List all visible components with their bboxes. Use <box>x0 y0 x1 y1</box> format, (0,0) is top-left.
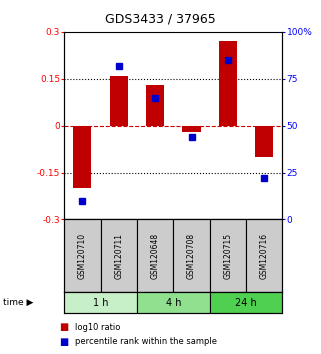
Text: ■: ■ <box>60 337 69 347</box>
Text: GSM120711: GSM120711 <box>114 233 123 279</box>
Bar <box>210 219 246 292</box>
Bar <box>73 126 91 188</box>
Bar <box>110 76 128 126</box>
Bar <box>173 219 210 292</box>
Text: 1 h: 1 h <box>93 298 108 308</box>
Bar <box>137 292 210 313</box>
Bar <box>64 292 137 313</box>
Text: 24 h: 24 h <box>235 298 257 308</box>
Text: log10 ratio: log10 ratio <box>75 323 121 332</box>
Bar <box>146 85 164 126</box>
Bar <box>210 292 282 313</box>
Bar <box>219 41 237 126</box>
Text: GSM120715: GSM120715 <box>223 233 232 279</box>
Text: GSM120648: GSM120648 <box>151 233 160 279</box>
Bar <box>137 219 173 292</box>
Text: GSM120708: GSM120708 <box>187 233 196 279</box>
Bar <box>100 219 137 292</box>
Bar <box>246 219 282 292</box>
Text: GSM120710: GSM120710 <box>78 233 87 279</box>
Text: time ▶: time ▶ <box>3 298 34 307</box>
Bar <box>255 126 273 157</box>
Text: GSM120716: GSM120716 <box>260 233 269 279</box>
Text: GDS3433 / 37965: GDS3433 / 37965 <box>105 12 216 25</box>
Text: ■: ■ <box>60 322 69 332</box>
Text: percentile rank within the sample: percentile rank within the sample <box>75 337 217 346</box>
Bar <box>64 219 100 292</box>
Bar <box>182 126 201 132</box>
Text: 4 h: 4 h <box>166 298 181 308</box>
